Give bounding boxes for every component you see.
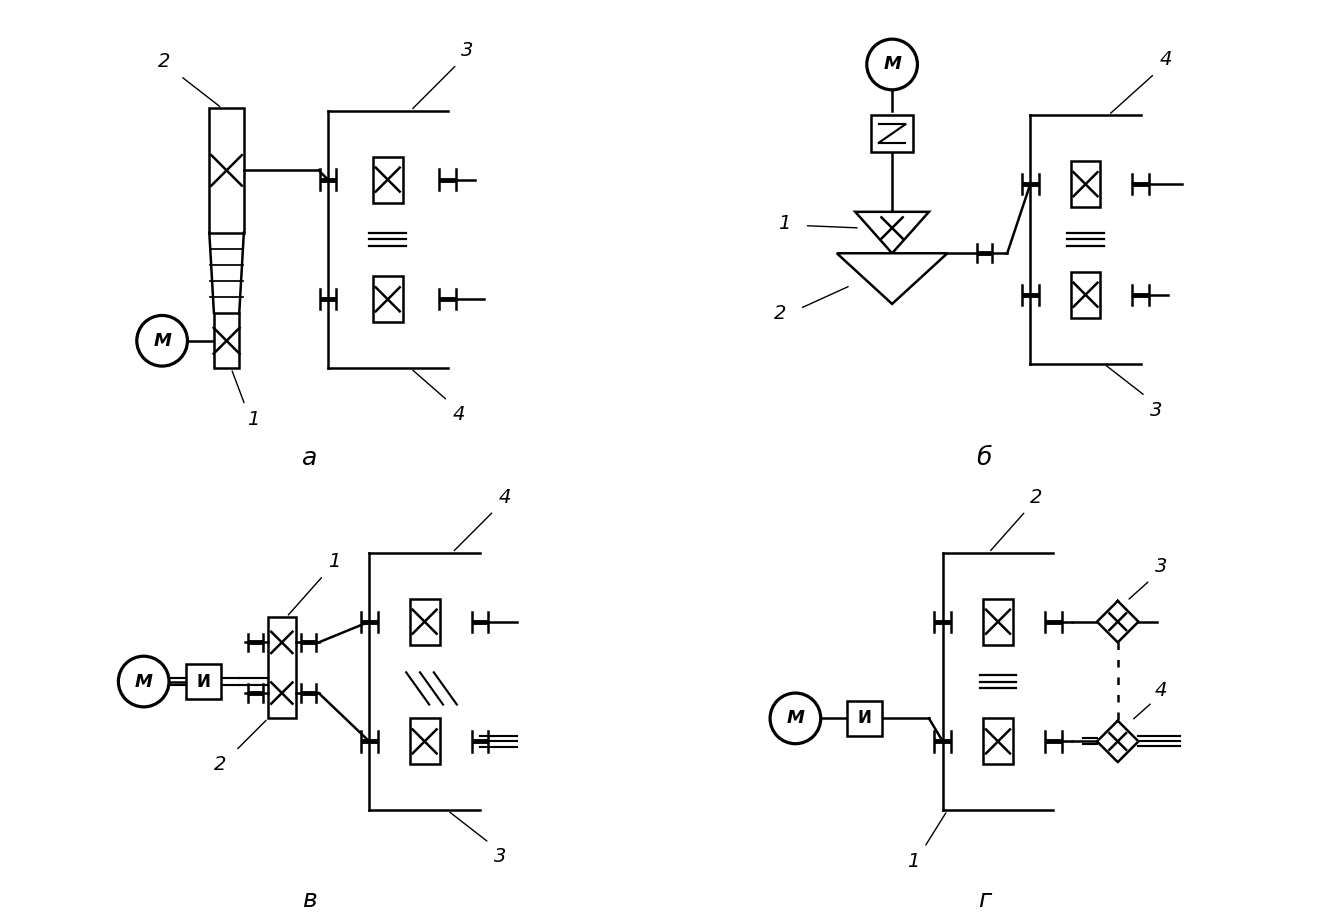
Bar <box>983 718 1013 764</box>
Circle shape <box>867 40 918 90</box>
Circle shape <box>770 693 821 744</box>
Text: 4: 4 <box>499 487 511 507</box>
Text: 4: 4 <box>1154 681 1166 700</box>
Text: М: М <box>134 672 153 691</box>
Text: 3: 3 <box>462 41 473 60</box>
Bar <box>410 599 440 645</box>
Polygon shape <box>855 212 928 253</box>
Bar <box>372 276 403 322</box>
Bar <box>847 701 882 736</box>
Bar <box>871 115 912 152</box>
Bar <box>372 157 403 203</box>
Text: И: И <box>197 672 210 691</box>
Bar <box>209 109 243 233</box>
Text: 3: 3 <box>1150 401 1162 420</box>
Text: в: в <box>302 888 317 912</box>
Text: 2: 2 <box>1031 487 1043 507</box>
Text: М: М <box>153 332 172 350</box>
Text: 4: 4 <box>1160 50 1172 69</box>
Text: a: a <box>302 446 317 470</box>
Text: г: г <box>978 888 991 912</box>
Bar <box>1071 161 1100 207</box>
Text: 1: 1 <box>247 410 259 429</box>
Text: 1: 1 <box>329 552 340 571</box>
Text: 1: 1 <box>778 214 791 233</box>
Polygon shape <box>837 253 947 304</box>
Text: б: б <box>976 446 992 470</box>
Text: 4: 4 <box>452 405 464 425</box>
Text: И: И <box>858 709 871 728</box>
Text: М: М <box>883 55 900 74</box>
Text: 3: 3 <box>1154 556 1166 576</box>
Text: 2: 2 <box>157 52 170 72</box>
Bar <box>186 664 221 699</box>
Text: 2: 2 <box>774 304 786 322</box>
Circle shape <box>137 316 188 367</box>
Bar <box>269 617 295 718</box>
Bar <box>410 718 440 764</box>
Text: 3: 3 <box>493 847 505 867</box>
Bar <box>983 599 1013 645</box>
Bar <box>214 313 239 368</box>
Text: 2: 2 <box>214 755 226 775</box>
Bar <box>1071 272 1100 318</box>
Text: М: М <box>786 709 805 728</box>
Text: 1: 1 <box>907 852 920 871</box>
Circle shape <box>118 656 169 707</box>
